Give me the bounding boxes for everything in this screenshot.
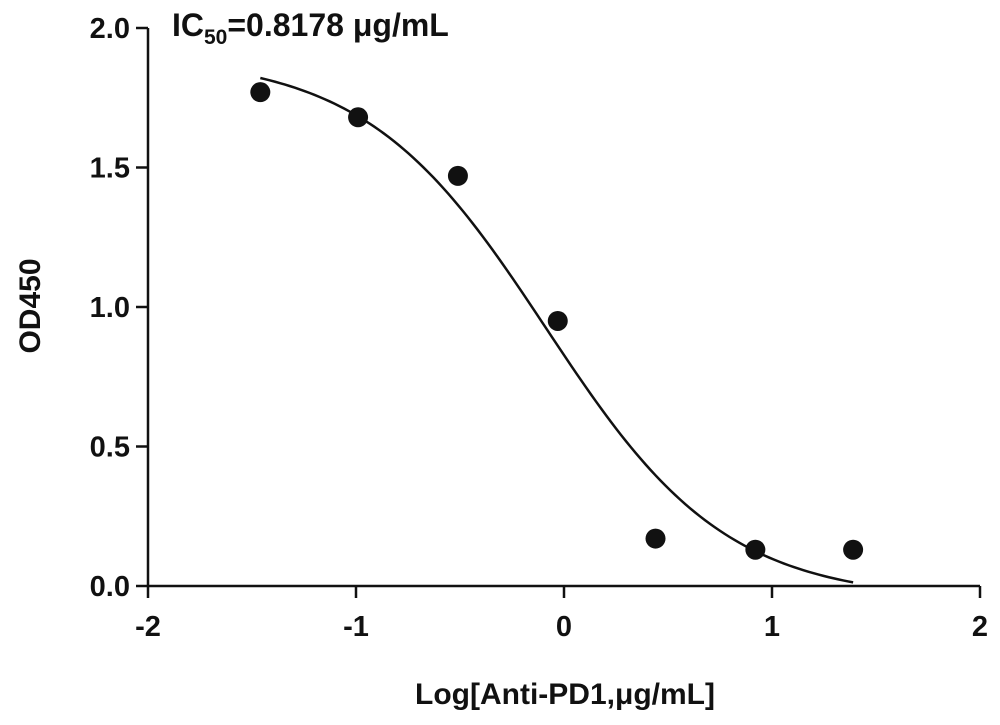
data-point xyxy=(646,529,666,549)
data-point xyxy=(745,540,765,560)
x-tick-label: 0 xyxy=(556,611,572,643)
x-tick-label: 1 xyxy=(764,611,780,643)
y-tick-label: 1.5 xyxy=(90,153,130,185)
data-point xyxy=(448,166,468,186)
y-tick-label: 0.0 xyxy=(90,571,130,603)
x-tick-label: -1 xyxy=(343,611,369,643)
data-point xyxy=(548,311,568,331)
data-point xyxy=(843,540,863,560)
x-tick-label: -2 xyxy=(135,611,161,643)
y-tick-label: 0.5 xyxy=(90,432,130,464)
y-axis-label: OD450 xyxy=(14,258,47,353)
data-point xyxy=(348,107,368,127)
data-points xyxy=(250,82,863,560)
ic50-prefix: IC xyxy=(172,7,204,43)
x-tick-label: 2 xyxy=(972,611,988,643)
data-point xyxy=(250,82,270,102)
annotation: IC50=0.8178 μg/mL xyxy=(172,7,449,49)
y-tick-label: 1.0 xyxy=(90,292,130,324)
x-axis-label: Log[Anti-PD1,μg/mL] xyxy=(415,678,715,711)
ic50-annotation: IC50=0.8178 μg/mL xyxy=(172,7,449,49)
ic50-value: =0.8178 μg/mL xyxy=(227,7,448,43)
y-tick-label: 2.0 xyxy=(90,13,130,45)
ic50-subscript: 50 xyxy=(204,26,227,49)
